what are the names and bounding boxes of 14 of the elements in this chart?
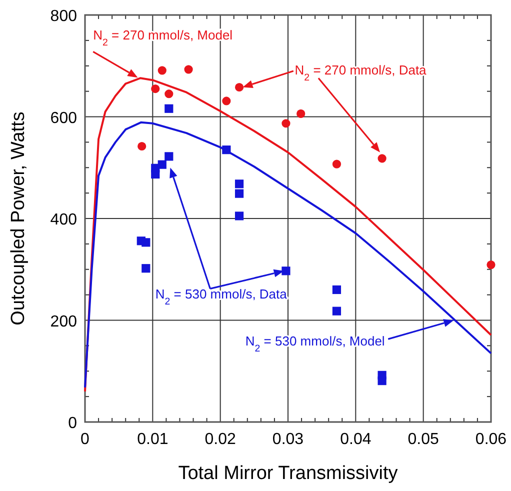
x-tick-label: 0.03 (272, 431, 304, 448)
x-tick-label: 0 (80, 431, 90, 448)
x-axis-title: Total Mirror Transmissivity (178, 463, 398, 484)
y-tick-label: 400 (50, 212, 78, 228)
y-tick-label: 800 (50, 8, 78, 25)
x-tick-label: 0.05 (408, 431, 440, 448)
y-tick-label: 600 (50, 110, 78, 127)
y-tick-label: 0 (68, 415, 78, 432)
x-tick-label: 0.06 (475, 431, 507, 448)
x-tick-label: 0.01 (137, 431, 168, 448)
y-tick-label: 200 (50, 313, 78, 330)
x-tick-label: 0.02 (204, 431, 236, 448)
x-tick-label: 0.04 (340, 431, 372, 448)
y-axis-title: Outcoupled Power, Watts (8, 112, 29, 326)
